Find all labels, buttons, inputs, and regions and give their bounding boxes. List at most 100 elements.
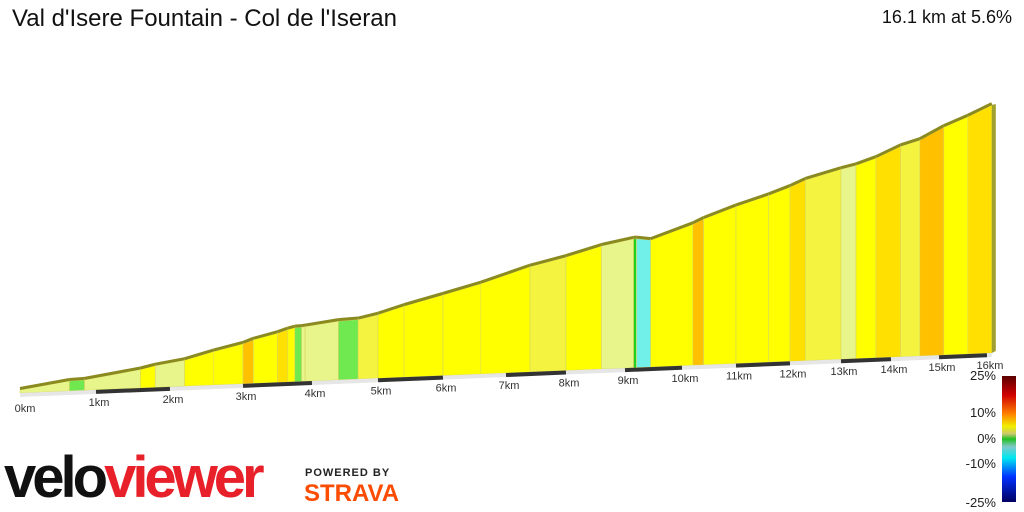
profile-top-edge: [875, 143, 902, 158]
profile-top-edge: [357, 311, 379, 320]
distance-bar: [890, 355, 940, 362]
profile-top-edge: [789, 177, 806, 187]
profile-top-edge: [650, 221, 694, 241]
profile-top-edge: [636, 235, 651, 241]
profile-top-edge: [480, 263, 531, 284]
profile-top-edge: [377, 303, 405, 315]
gradient-segment: [565, 245, 602, 371]
distance-bar: [938, 353, 988, 360]
powered-by-text: POWERED BY: [305, 467, 391, 479]
x-tick-label: 0km: [15, 403, 36, 415]
profile-top-edge: [19, 378, 70, 390]
x-tick-label: 9km: [618, 375, 639, 387]
profile-top-edge: [692, 216, 705, 225]
distance-bar: [95, 386, 171, 394]
distance-bar: [442, 373, 507, 380]
gradient-segment: [304, 320, 339, 382]
gradient-segment: [650, 223, 694, 368]
distance-bar: [505, 370, 567, 378]
profile-top-edge: [154, 357, 185, 366]
profile-top-edge: [242, 336, 254, 344]
profile-top-edge: [294, 324, 302, 328]
gradient-segment: [967, 104, 993, 355]
distance-bar: [19, 389, 97, 397]
gradient-segment: [840, 164, 857, 360]
gradient-segment: [636, 238, 651, 368]
gradient-segment: [480, 266, 531, 375]
profile-top-edge: [840, 162, 857, 170]
profile-top-edge: [919, 124, 945, 140]
legend-label: -25%: [965, 495, 996, 510]
profile-top-edge: [855, 155, 877, 166]
profile-top-edge: [140, 362, 156, 370]
x-tick-label: 12km: [780, 368, 807, 380]
gradient-legend-bar: [1002, 376, 1016, 502]
gradient-segment: [242, 339, 254, 385]
x-tick-label: 10km: [672, 373, 699, 385]
x-tick-label: 14km: [881, 364, 908, 376]
veloviewer-logo: veloviewer: [4, 445, 265, 510]
x-tick-label: 4km: [305, 388, 326, 400]
gradient-segment: [943, 116, 969, 356]
legend-label: 10%: [969, 405, 996, 420]
gradient-segment: [253, 332, 278, 384]
profile-top-edge: [84, 366, 141, 380]
distance-bar: [735, 361, 791, 368]
profile-top-edge: [287, 324, 296, 330]
gradient-segment: [287, 327, 296, 383]
distance-bar: [624, 365, 683, 373]
climb-summary: 16.1 km at 5.6%: [881, 7, 1012, 27]
profile-top-edge: [69, 376, 85, 381]
gradient-segment: [357, 314, 379, 380]
profile-top-edge: [804, 166, 842, 180]
x-tick-label: 2km: [163, 394, 184, 406]
x-tick-label: 8km: [559, 378, 580, 390]
gradient-segment: [789, 179, 806, 362]
profile-top-edge: [767, 184, 791, 196]
gradient-segment: [69, 379, 85, 392]
gradient-segment: [875, 145, 901, 359]
distance-bar: [681, 363, 737, 370]
profile-top-edge: [304, 318, 339, 327]
gradient-segment: [338, 319, 359, 381]
profile-top-edge: [301, 323, 306, 328]
x-tick-label: 7km: [499, 380, 520, 392]
gradient-segment: [529, 256, 567, 373]
gradient-segment: [735, 195, 769, 364]
legend-label: 25%: [969, 368, 996, 383]
profile-top-edge: [529, 254, 567, 267]
profile-top-edge: [900, 137, 921, 147]
distance-bar: [840, 357, 892, 364]
distance-bar: [789, 359, 842, 366]
x-tick-label: 11km: [726, 371, 752, 383]
profile-top-edge: [703, 203, 737, 219]
profile-top-edge: [403, 291, 444, 307]
x-tick-label: 15km: [929, 362, 956, 374]
gradient-segment: [301, 326, 306, 382]
profile-top-edge: [442, 280, 482, 295]
profile-top-edge: [565, 243, 602, 258]
legend-label: -10%: [965, 456, 996, 471]
profile-top-edge: [277, 326, 289, 334]
gradient-segment: [855, 157, 877, 359]
gradient-segment: [692, 218, 704, 366]
profile-top-edge: [601, 235, 634, 246]
profile-top-edge: [184, 348, 215, 361]
profile-top-edge: [967, 102, 993, 117]
gradient-segment: [900, 139, 921, 358]
x-tick-label: 3km: [236, 391, 257, 403]
gradient-segment: [294, 326, 302, 383]
x-tick-label: 16km: [977, 360, 1004, 372]
gradient-segment: [768, 186, 791, 363]
climb-title: Val d'Isere Fountain - Col de l'Iseran: [12, 5, 397, 32]
x-tick-label: 6km: [436, 383, 457, 395]
strava-logo: STRAVA: [304, 480, 400, 507]
profile-top-edge: [252, 330, 278, 340]
gradient-segment: [377, 305, 405, 379]
x-tick-label: 13km: [831, 366, 858, 378]
distance-bar: [311, 378, 379, 385]
gradient-segment: [601, 238, 634, 370]
profile-top-edge: [338, 316, 359, 322]
gradient-segment: [804, 168, 842, 362]
